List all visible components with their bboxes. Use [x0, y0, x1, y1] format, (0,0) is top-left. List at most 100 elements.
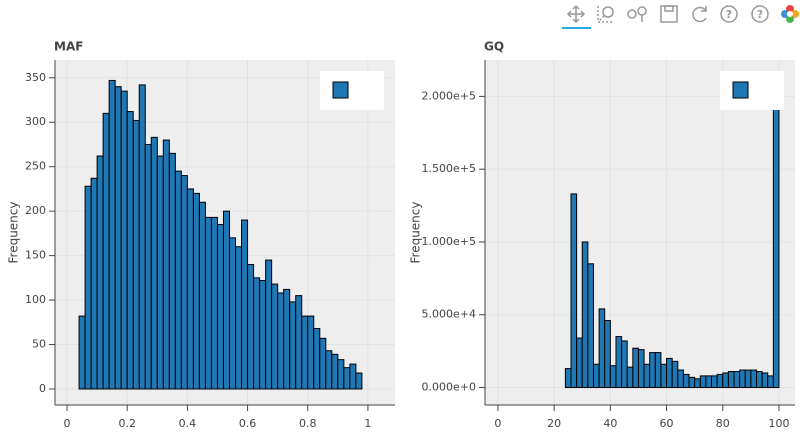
y-axis-label: Frequency: [409, 202, 423, 264]
bokeh-logo[interactable]: [781, 5, 799, 23]
histogram-bar: [666, 357, 673, 389]
histogram-bar: [114, 86, 122, 390]
histogram-bar: [96, 155, 104, 390]
histogram-bar: [253, 277, 261, 390]
histogram-bar: [90, 177, 98, 390]
toolbar: ? ?: [562, 4, 799, 29]
help-tool-2[interactable]: ?: [751, 5, 769, 23]
histogram-bar: [229, 237, 237, 390]
histogram-bar: [301, 315, 309, 390]
histogram-bar: [192, 192, 200, 390]
x-tick-label: 0.4: [179, 417, 197, 430]
histogram-bar: [761, 372, 769, 389]
histogram-bar: [767, 375, 774, 389]
chart-title: GQ: [484, 40, 504, 54]
y-tick-label: 300: [25, 115, 46, 128]
histogram-bar: [609, 365, 617, 389]
histogram-bar: [108, 79, 116, 390]
histogram-bar: [621, 340, 628, 389]
histogram-bar: [319, 337, 327, 390]
histogram-bar: [337, 359, 345, 390]
histogram-bar: [733, 371, 741, 389]
histogram-bar: [331, 353, 339, 390]
histogram-bar: [325, 350, 333, 390]
histogram-bar: [222, 210, 231, 390]
wheel-zoom-tool[interactable]: [627, 6, 647, 22]
x-tick-label: 60: [660, 417, 674, 430]
x-tick-label: 0.6: [239, 417, 257, 430]
histogram-bar: [722, 372, 729, 389]
histogram-bar: [581, 241, 589, 389]
histogram-bar: [168, 152, 176, 390]
pan-tool[interactable]: [566, 4, 586, 24]
histogram-bar: [277, 292, 285, 390]
y-tick-label: 1.000e+5: [422, 235, 476, 248]
histogram-bar: [739, 369, 746, 389]
y-tick-label: 150: [25, 249, 46, 262]
plot-background: [485, 60, 795, 405]
histogram-bar: [186, 188, 194, 390]
histogram-bar: [235, 246, 243, 390]
reset-tool[interactable]: [692, 6, 707, 23]
histogram-bar: [259, 280, 267, 390]
histogram-bar: [637, 349, 645, 389]
histogram-bar: [682, 373, 690, 389]
legend-box: [320, 71, 384, 110]
histogram-bar: [138, 84, 146, 390]
histogram-bar: [271, 283, 279, 390]
histogram-bar: [174, 170, 182, 390]
histogram-bar: [156, 155, 164, 390]
y-tick-label: 2.000e+5: [422, 89, 476, 102]
histogram-bar: [649, 352, 656, 389]
histogram-bar: [307, 315, 315, 390]
histogram-bar: [677, 369, 684, 389]
histogram-bar: [144, 143, 152, 390]
legend-swatch: [732, 81, 749, 99]
y-tick-label: 100: [25, 293, 46, 306]
histogram-bar: [699, 375, 707, 389]
histogram-bar: [587, 263, 594, 389]
histogram-bar: [102, 112, 110, 390]
histogram-bar: [204, 216, 212, 390]
histogram-bar: [632, 347, 639, 389]
y-axis-label: Frequency: [7, 202, 21, 264]
histogram-bar: [120, 90, 128, 390]
histogram-bar: [772, 75, 780, 389]
y-tick-label: 50: [32, 338, 46, 351]
svg-text:?: ?: [726, 8, 732, 21]
histogram-bar: [150, 136, 158, 390]
histogram-bar: [313, 328, 321, 390]
zoom-tool[interactable]: [597, 6, 614, 23]
x-tick-label: 1: [364, 417, 371, 430]
histogram-bar: [126, 111, 134, 390]
histogram-bar: [355, 372, 363, 390]
x-tick-label: 0.8: [299, 417, 317, 430]
x-tick-label: 100: [768, 417, 789, 430]
histogram-bar: [660, 363, 668, 389]
histogram-bar: [744, 369, 752, 389]
help-tool[interactable]: ?: [720, 5, 738, 23]
histogram-bar: [343, 367, 351, 390]
histogram-bar: [750, 369, 757, 389]
save-tool[interactable]: [660, 5, 678, 23]
histogram-bar: [162, 139, 170, 390]
x-tick-label: 0: [494, 417, 501, 430]
x-tick-label: 80: [716, 417, 730, 430]
histogram-bar: [598, 308, 606, 389]
histogram-bar: [283, 288, 291, 390]
histogram-bar: [349, 363, 357, 390]
x-tick-label: 0: [64, 417, 71, 430]
histogram-bar: [564, 368, 572, 389]
histogram-bar: [84, 185, 92, 390]
histogram-bar: [755, 371, 763, 389]
histogram-bar: [604, 320, 611, 389]
histogram-bar: [570, 193, 578, 389]
histogram-bar: [688, 376, 696, 389]
histogram-bar: [216, 223, 224, 390]
x-tick-label: 0.2: [118, 417, 136, 430]
x-tick-label: 20: [547, 417, 561, 430]
legend-swatch: [332, 81, 349, 99]
histogram-bar: [132, 119, 140, 390]
histogram-bar: [180, 175, 188, 390]
y-tick-label: 250: [25, 160, 46, 173]
